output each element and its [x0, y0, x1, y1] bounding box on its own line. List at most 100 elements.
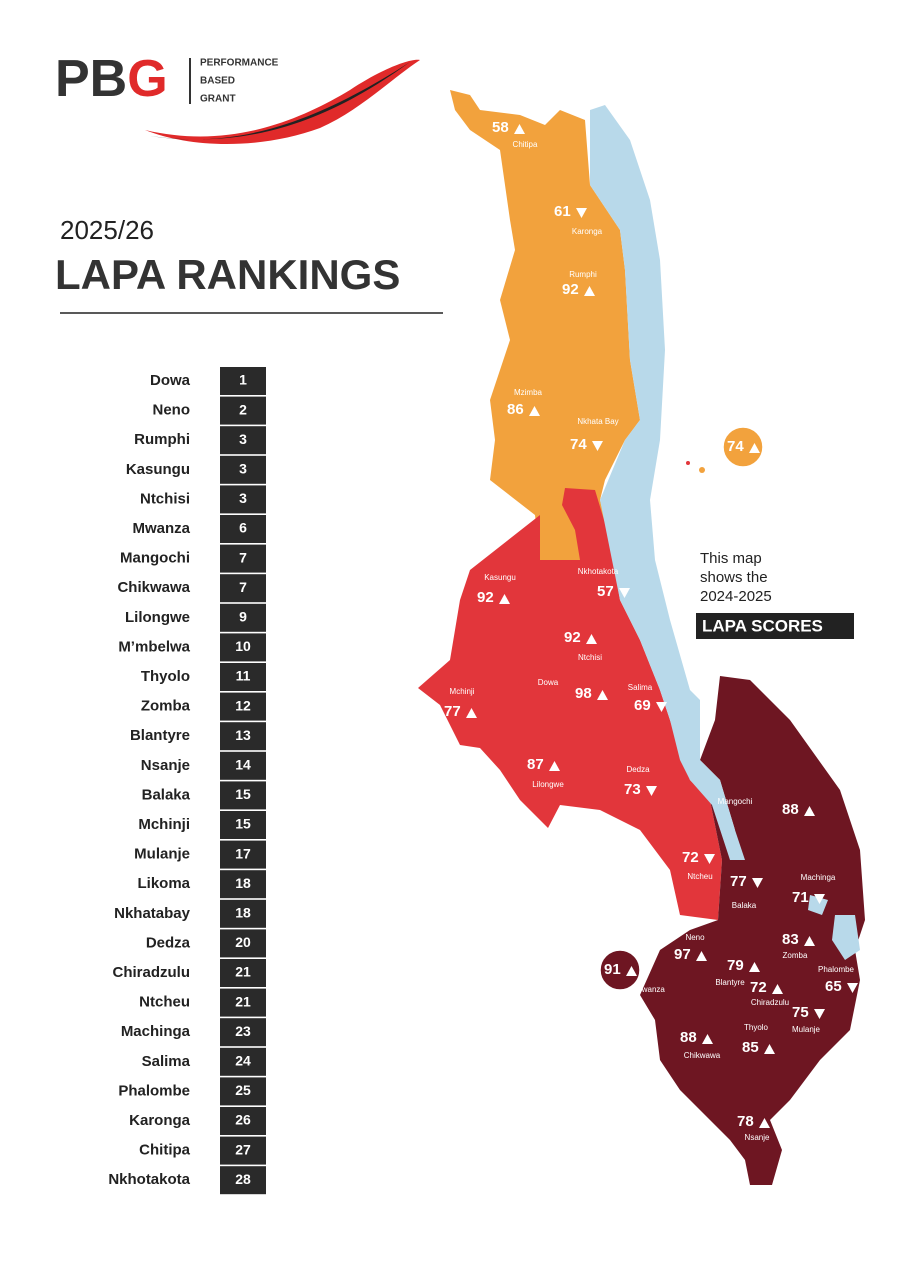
- district-name: Dowa: [538, 678, 559, 687]
- district-score: 61: [554, 203, 571, 220]
- district-score: 92: [562, 281, 579, 298]
- district-label: 73 Dedza: [624, 765, 657, 798]
- district-score: 88: [680, 1029, 697, 1046]
- ranking-name: Zomba: [141, 698, 191, 715]
- district-label: 92 Rumphi: [562, 270, 597, 298]
- ranking-name: Dedza: [146, 934, 191, 951]
- district-name: Mchinji: [450, 687, 475, 696]
- ranking-number: 25: [235, 1082, 251, 1098]
- ranking-box: [220, 1047, 266, 1076]
- district-label: 71 Machinga: [792, 873, 836, 906]
- district-score: 58: [492, 119, 509, 136]
- district-name: Nkhotakota: [578, 567, 619, 576]
- district-score: 83: [782, 931, 799, 948]
- district-score: 74: [570, 436, 587, 453]
- trend-down: [656, 702, 667, 712]
- trend-down: [847, 983, 858, 993]
- ranking-number: 6: [239, 520, 247, 536]
- trend-up: [749, 443, 760, 453]
- ranking-box: [220, 1018, 266, 1047]
- central-region: [418, 488, 722, 920]
- ranking-box: [220, 929, 266, 958]
- district-label: 98 Dowa: [538, 678, 608, 702]
- district-label: 91 Mwanza: [599, 949, 665, 994]
- ranking-name: Nsanje: [141, 757, 190, 774]
- ranking-number: 17: [235, 845, 251, 861]
- trend-up: [549, 761, 560, 771]
- score-badge: [599, 949, 641, 991]
- note-highlight: LAPA SCORES: [702, 616, 823, 635]
- ranking-box: [220, 396, 266, 425]
- district-score: 69: [634, 697, 651, 714]
- district-name: Mangochi: [718, 797, 753, 806]
- district-label: 85 Thyolo: [742, 1023, 775, 1056]
- district-name: Karonga: [572, 227, 603, 236]
- ranking-name: Blantyre: [130, 727, 190, 744]
- ranking-name: Rumphi: [134, 431, 190, 448]
- ranking-number: 21: [235, 964, 251, 980]
- district-label: 92 Ntchisi: [564, 629, 602, 662]
- note-line: 2024-2025: [700, 588, 772, 605]
- lake-malawi: [590, 105, 745, 860]
- island: [686, 461, 690, 465]
- ranking-number: 28: [235, 1171, 251, 1187]
- district-label: 57 Nkhotakota: [578, 567, 630, 600]
- ranking-box: [220, 367, 266, 395]
- ranking-number: 7: [239, 549, 247, 565]
- ranking-name: Mwanza: [132, 520, 190, 537]
- logo-mark: PBG: [55, 50, 168, 108]
- trend-up: [749, 962, 760, 972]
- score-badge: [722, 426, 764, 468]
- logo-swoosh: [145, 59, 420, 144]
- ranking-number: 9: [239, 609, 247, 625]
- trend-up: [696, 951, 707, 961]
- ranking-number: 2: [239, 401, 247, 417]
- district-name: Nsanje: [745, 1133, 770, 1142]
- district-name: Rumphi: [569, 270, 597, 279]
- ranking-name: Machinga: [121, 1023, 191, 1040]
- trend-up: [759, 1118, 770, 1128]
- trend-down: [619, 588, 630, 598]
- trend-up: [584, 286, 595, 296]
- district-name: Chikwawa: [684, 1051, 721, 1060]
- logo-line: BASED: [200, 76, 235, 87]
- ranking-box: [220, 1077, 266, 1106]
- title: LAPA RANKINGS: [55, 251, 400, 298]
- trend-up: [586, 634, 597, 644]
- ranking-number: 15: [235, 816, 251, 832]
- district-label: 74 Nkhata Bay: [570, 417, 619, 453]
- ranking-box: [220, 692, 266, 721]
- district-name: Nkhata Bay: [577, 417, 618, 426]
- trend-up: [466, 708, 477, 718]
- district-score: 91: [604, 961, 621, 978]
- trend-up: [597, 690, 608, 700]
- note-line: This map: [700, 550, 762, 567]
- southern-region: [640, 676, 865, 1185]
- district-name: Neno: [685, 933, 705, 942]
- ranking-box: [220, 663, 266, 691]
- ranking-number: 12: [235, 697, 251, 713]
- trend-down: [814, 1009, 825, 1019]
- ranking-number: 21: [235, 993, 251, 1009]
- ranking-number: 3: [239, 431, 247, 447]
- ranking-name: Thyolo: [141, 668, 190, 685]
- trend-down: [814, 894, 825, 904]
- district-score: 87: [527, 756, 544, 773]
- district-label: 58 Chitipa: [492, 119, 538, 149]
- district-score: 86: [507, 401, 524, 418]
- ranking-box: [220, 574, 266, 603]
- ranking-name: Likoma: [137, 875, 190, 892]
- ranking-box: [220, 959, 266, 987]
- district-score: 85: [742, 1039, 759, 1056]
- district-label: 88 Chikwawa: [680, 1029, 721, 1060]
- ranking-box: [220, 1136, 266, 1165]
- ranking-box: [220, 988, 266, 1017]
- trend-up: [626, 966, 637, 976]
- district-name: Zomba: [783, 951, 808, 960]
- district-label: 77 Balaka: [730, 873, 763, 910]
- northern-region: [450, 90, 640, 560]
- district-score: 75: [792, 1004, 809, 1021]
- district-name: Kasungu: [484, 573, 516, 582]
- ranking-box: [220, 811, 266, 839]
- ranking-name: Neno: [153, 402, 191, 419]
